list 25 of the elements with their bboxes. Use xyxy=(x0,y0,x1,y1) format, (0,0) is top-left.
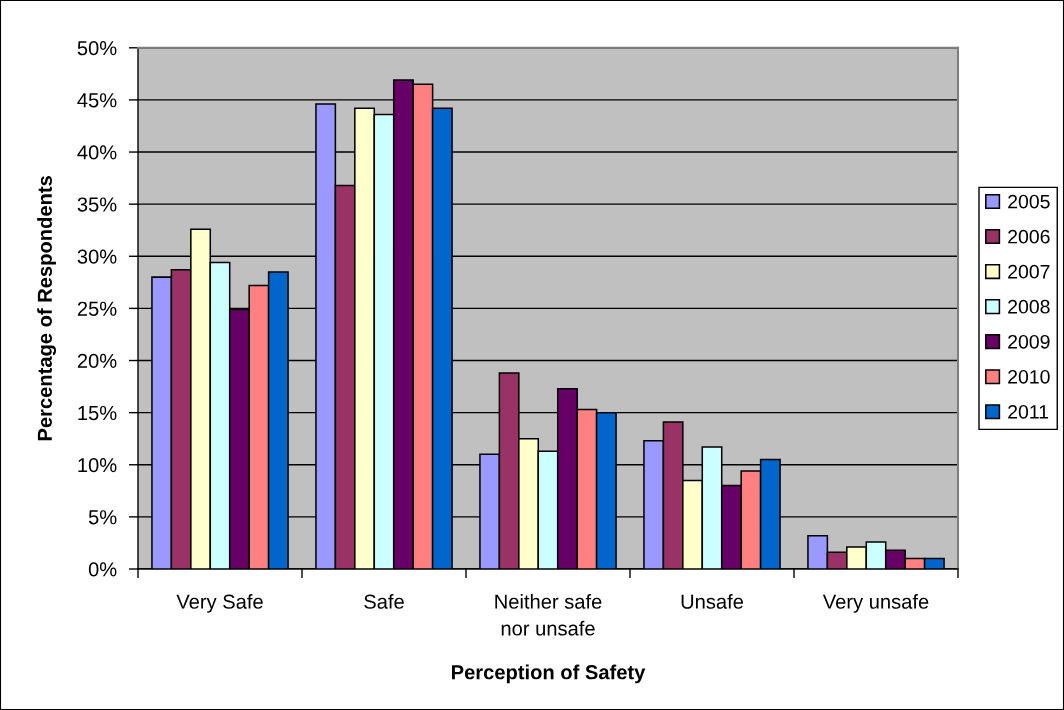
y-tick-label: 30% xyxy=(77,249,117,264)
y-axis-title: Percentage of Respondents xyxy=(37,176,57,441)
x-axis-title: Perception of Safety xyxy=(451,664,646,684)
legend-label: 2010 xyxy=(1008,369,1050,384)
y-tick-label: 50% xyxy=(77,41,117,56)
legend-label: 2007 xyxy=(1008,264,1050,279)
x-tick-label: Neither safe nor unsafe xyxy=(495,594,602,636)
x-tick-label: Safe xyxy=(364,594,404,609)
y-tick-label: 15% xyxy=(78,405,117,421)
y-tick-label: 35% xyxy=(77,197,117,212)
y-tick-label: 20% xyxy=(77,353,117,369)
x-tick-label: Very unsafe xyxy=(822,594,929,613)
x-tick-label: Unsafe xyxy=(681,594,744,609)
y-tick-label: 40% xyxy=(77,145,117,160)
y-tick-label: 5% xyxy=(88,510,117,525)
y-tick-label: 0% xyxy=(88,562,117,577)
y-tick-label: 25% xyxy=(77,301,117,316)
legend-label: 2005 xyxy=(1008,194,1050,209)
legend-label: 2006 xyxy=(1008,229,1050,244)
legend-label: 2009 xyxy=(1008,334,1050,349)
y-tick-label: 10% xyxy=(78,457,117,473)
legend-label: 2011 xyxy=(1008,404,1049,419)
y-tick-label: 45% xyxy=(77,93,117,108)
legend-label: 2008 xyxy=(1008,299,1050,314)
x-tick-label: Very Safe xyxy=(176,594,263,613)
